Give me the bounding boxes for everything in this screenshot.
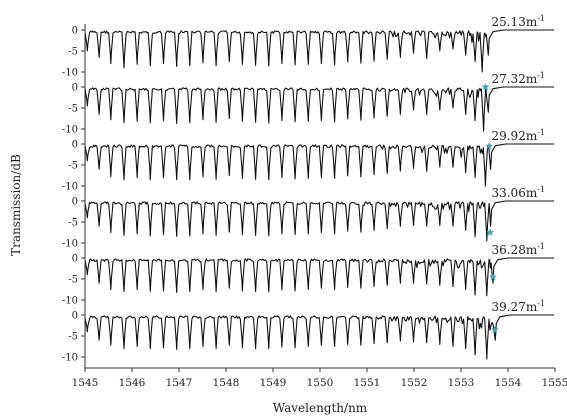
x-tick-label: 1555: [542, 377, 567, 389]
x-tick-label: 1548: [213, 377, 240, 389]
spectrum-line-1: [84, 29, 555, 73]
y-tick-label: -10: [62, 182, 78, 193]
y-tick-label: 0: [72, 311, 78, 322]
spectrum-line-3: [84, 143, 555, 187]
x-tick-label: 1554: [495, 377, 522, 389]
y-tick-label: 0: [72, 26, 78, 37]
y-axis: 0 -5 -10 0 -5 -10 0 -5 -10 0 -5 -10 0 -5 -10 0 -5 -10: [62, 24, 86, 368]
dip-marker-star-5: [489, 272, 497, 281]
y-tick-label: -10: [62, 68, 78, 79]
y-tick-label: -5: [68, 218, 78, 229]
x-tick-label: 1547: [166, 377, 193, 389]
x-tick-label: 1553: [448, 377, 475, 389]
spectrum-line-2: [84, 86, 555, 132]
x-tick-label: 1549: [260, 377, 287, 389]
x-tick-label: 1550: [307, 377, 334, 389]
y-tick-label: 0: [72, 197, 78, 208]
spectrum-line-5: [84, 257, 555, 297]
x-tick-label: 1546: [119, 377, 146, 389]
y-tick-label: -5: [68, 275, 78, 286]
x-tick-label: 1551: [354, 377, 381, 389]
y-tick-label: -10: [62, 125, 78, 136]
curvature-annotations: 25.13m-1 27.32m-1 29.92m-1 33.06m-1 36.28m-1…: [481, 14, 545, 333]
y-tick-label: 0: [72, 254, 78, 265]
y-tick-label: -5: [68, 161, 78, 172]
dip-marker-star-2: [481, 83, 490, 91]
y-axis-title: Transmission/dB: [9, 154, 23, 256]
x-axis: 1545 1546 1547 1548 1549 1550 1551 1552 1553 1554…: [72, 367, 567, 389]
curvature-label-1: 25.13m-1: [491, 14, 545, 29]
dip-marker-star-3: [485, 142, 493, 150]
y-tick-label: -10: [62, 353, 78, 364]
y-tick-label: 0: [72, 140, 78, 151]
curvature-label-5: 36.28m-1: [491, 242, 545, 257]
spectra-group: [84, 29, 555, 360]
dip-marker-star-4: [486, 228, 494, 236]
spectrum-line-6: [84, 314, 555, 360]
y-tick-label: 0: [72, 83, 78, 94]
y-tick-label: -10: [62, 239, 78, 250]
curvature-label-2: 27.32m-1: [491, 71, 545, 86]
y-tick-label: -10: [62, 296, 78, 307]
curvature-label-6: 39.27m-1: [491, 299, 545, 314]
y-tick-label: -5: [68, 47, 78, 58]
x-tick-label: 1545: [72, 377, 99, 389]
dip-marker-star-6: [491, 325, 499, 333]
spectrum-line-4: [84, 200, 555, 242]
x-axis-title: Wavelength/nm: [273, 401, 368, 415]
curvature-label-3: 29.92m-1: [491, 128, 545, 143]
x-tick-label: 1552: [401, 377, 428, 389]
y-tick-label: -5: [68, 104, 78, 115]
y-tick-label: -5: [68, 332, 78, 343]
curvature-label-4: 33.06m-1: [491, 185, 545, 200]
